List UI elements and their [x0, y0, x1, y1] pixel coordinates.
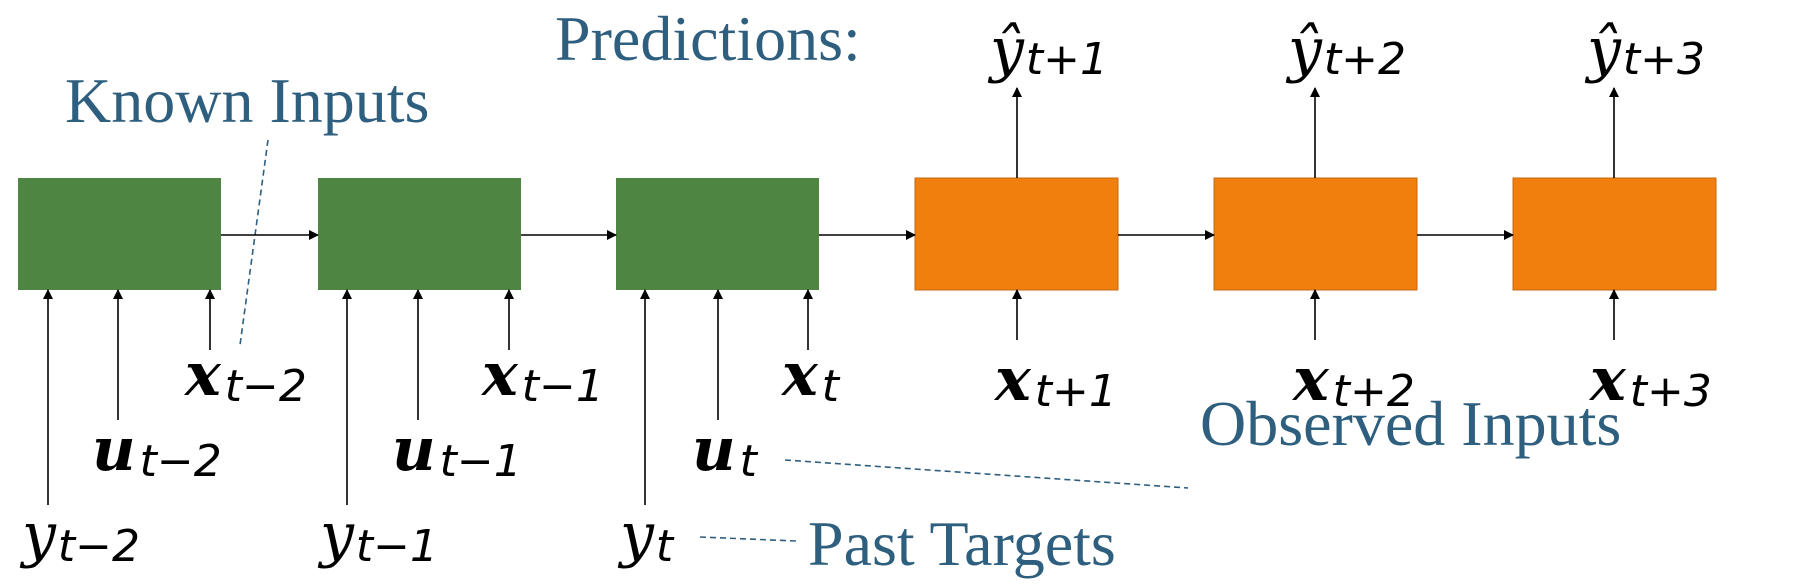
x-t-minus-1: xt−1: [480, 340, 604, 412]
y-t: yt: [617, 500, 675, 572]
past-targets-leader: [699, 536, 797, 542]
observed-inputs-leader: [784, 459, 1189, 489]
decoder-block-3: [1512, 177, 1717, 291]
encoder-block-3: [616, 178, 819, 290]
y-t-minus-2: yt−2: [19, 500, 140, 572]
predictions-caption: Predictions:: [555, 3, 861, 74]
u-t: ut: [692, 415, 759, 487]
y-hat-t-plus-3: ŷt+3: [1584, 15, 1705, 85]
x-t-minus-2: xt−2: [183, 340, 307, 412]
x-t-plus-2: xt+2: [1291, 345, 1415, 417]
u-t-minus-2: ut−2: [92, 415, 222, 487]
observed-inputs-caption: Observed Inputs: [1200, 388, 1621, 459]
y-t-minus-1: yt−1: [317, 500, 438, 572]
encoder-block-2: [318, 178, 521, 290]
known-inputs-leader: [239, 139, 269, 346]
x-t: xt: [780, 340, 841, 412]
u-t-minus-1: ut−1: [392, 415, 522, 487]
x-t-plus-1: xt+1: [993, 345, 1117, 417]
known-inputs-caption: Known Inputs: [65, 65, 429, 136]
decoder-block-1: [914, 177, 1119, 291]
y-hat-t-plus-2: ŷt+2: [1285, 15, 1406, 85]
x-t-plus-3: xt+3: [1588, 345, 1712, 417]
decoder-block-2: [1213, 177, 1418, 291]
encoder-block-1: [18, 178, 221, 290]
y-hat-t-plus-1: ŷt+1: [987, 15, 1108, 85]
past-targets-caption: Past Targets: [808, 508, 1116, 579]
